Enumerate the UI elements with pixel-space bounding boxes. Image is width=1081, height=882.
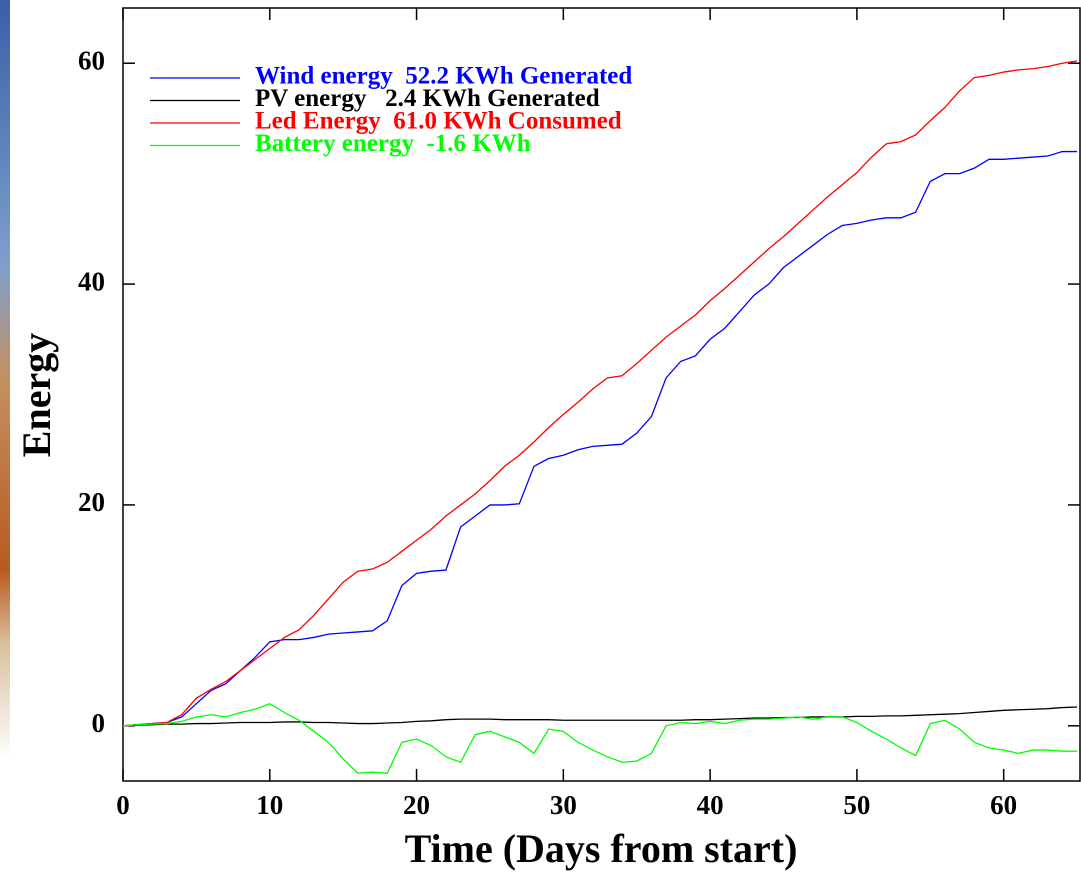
legend-label: Battery energy -1.6 KWh [255, 130, 531, 157]
y-tick-label: 20 [78, 487, 105, 517]
plot-frame [122, 7, 1081, 782]
series-line [122, 706, 1078, 727]
series-line [122, 60, 1078, 727]
x-tick-label: 20 [403, 790, 430, 820]
series-line [122, 702, 1078, 774]
x-tick-label: 0 [116, 790, 130, 820]
x-tick-label: 10 [256, 790, 283, 820]
x-tick-label: 50 [843, 790, 870, 820]
legend-label: Led Energy 61.0 KWh Consumed [255, 108, 622, 135]
x-tick-label: 30 [550, 790, 577, 820]
y-tick-label: 60 [78, 45, 105, 75]
x-axis-label: Time (Days from start) [405, 826, 798, 871]
x-tick-label: 40 [697, 790, 724, 820]
legend-label: Wind energy 52.2 KWh Generated [255, 63, 632, 90]
y-tick-label: 0 [92, 708, 106, 738]
y-axis-label: Energy [14, 333, 59, 457]
y-tick-label: 40 [78, 266, 105, 296]
x-tick-label: 60 [990, 790, 1017, 820]
background-photo-strip [0, 0, 10, 760]
legend-label: PV energy 2.4 KWh Generated [255, 85, 600, 112]
series-line [122, 150, 1078, 727]
